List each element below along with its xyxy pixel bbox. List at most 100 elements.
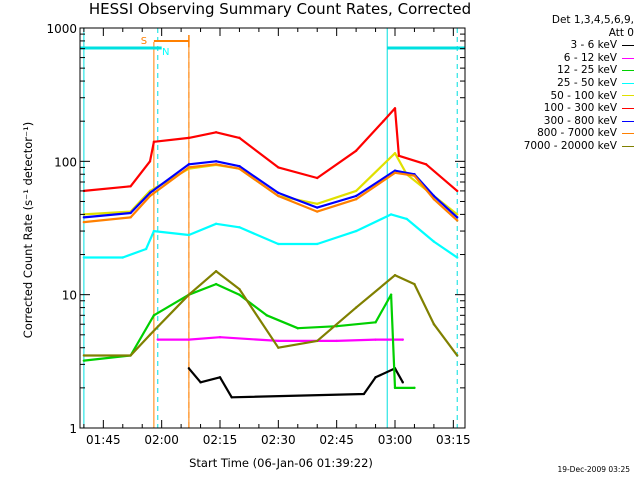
legend-label: 50 - 100 keV (550, 89, 617, 102)
data-point (82, 256, 86, 259)
legend-swatch (622, 70, 634, 72)
legend-entry: 50 - 100 keV (486, 90, 634, 103)
data-point (82, 359, 86, 362)
data-point (187, 136, 191, 140)
chart-legend: Det 1,3,4,5,6,9, Att 0 3 - 6 keV 6 - 12 k… (486, 14, 634, 153)
data-point (214, 160, 218, 163)
legend-entry: 100 - 300 keV (486, 102, 634, 115)
data-point (129, 216, 132, 219)
data-point (199, 381, 202, 384)
legend-label: 12 - 25 keV (557, 64, 617, 77)
data-point (214, 131, 218, 134)
x-tick-label: 02:30 (261, 433, 296, 447)
x-tick-label: 02:15 (203, 433, 238, 447)
data-point (187, 166, 191, 169)
data-point (316, 206, 319, 209)
data-point (238, 226, 241, 229)
data-point (456, 216, 459, 219)
legend-swatch (622, 82, 634, 84)
y-tick-label: 100 (54, 155, 77, 169)
data-point (354, 189, 358, 193)
data-point (129, 185, 132, 188)
data-point (456, 256, 459, 259)
legend-swatch (622, 120, 634, 122)
data-point (413, 386, 416, 390)
data-point (152, 314, 156, 317)
x-tick-label: 02:00 (144, 433, 179, 447)
data-point (401, 338, 404, 341)
data-point (238, 287, 241, 291)
data-point (374, 376, 377, 379)
data-point (432, 194, 436, 198)
data-point (214, 163, 218, 166)
series-line-5 (83, 107, 458, 192)
data-point (238, 293, 241, 296)
data-point (238, 136, 241, 140)
data-point (187, 367, 191, 370)
data-point (374, 321, 377, 324)
data-point (148, 194, 152, 198)
data-point (393, 107, 397, 110)
data-point (214, 282, 218, 286)
x-axis-label: Start Time (06-Jan-06 01:39:22) (189, 456, 373, 470)
legend-swatch (622, 133, 634, 135)
data-point (277, 191, 280, 195)
y-tick-label: 10 (62, 289, 77, 303)
data-point (424, 163, 428, 166)
legend-swatch (622, 107, 634, 109)
data-point (277, 166, 280, 169)
legend-entry: 3 - 6 keV (486, 39, 634, 52)
data-point (362, 392, 366, 396)
data-point (187, 338, 191, 341)
data-point (374, 338, 377, 341)
data-point (393, 152, 397, 155)
data-point (401, 381, 404, 384)
data-point (129, 354, 132, 357)
data-point (393, 169, 397, 172)
data-point (148, 191, 152, 195)
annotation-label: S (141, 36, 147, 47)
data-point (296, 327, 299, 330)
series-line-8 (83, 270, 459, 357)
data-point (277, 339, 280, 343)
data-point (148, 333, 152, 337)
y-tick-label: 1 (69, 422, 77, 436)
data-point (148, 160, 152, 163)
data-point (413, 174, 416, 177)
data-point (121, 256, 124, 259)
data-point (354, 197, 358, 201)
data-point (456, 219, 459, 222)
data-point (218, 376, 222, 379)
data-point (144, 247, 148, 251)
data-point (82, 220, 86, 224)
data-point (389, 293, 393, 296)
legend-swatch (622, 57, 634, 59)
data-point (393, 273, 397, 277)
data-point (397, 154, 401, 158)
legend-label: 100 - 300 keV (543, 102, 617, 115)
legend-label: 300 - 800 keV (543, 114, 617, 127)
data-point (432, 323, 436, 326)
data-point (413, 282, 416, 286)
series-line-1 (157, 336, 403, 342)
data-point (316, 202, 319, 206)
data-point (152, 140, 156, 144)
data-point (432, 197, 436, 201)
data-point (156, 338, 159, 341)
data-point (277, 346, 280, 349)
data-point (389, 213, 393, 216)
data-point (393, 171, 397, 175)
x-tick-label: 03:15 (436, 433, 471, 447)
data-point (238, 164, 241, 168)
x-tick-label: 02:45 (319, 433, 354, 447)
data-point (316, 339, 319, 343)
x-tick-label: 03:00 (378, 433, 413, 447)
y-tick-label: 1000 (46, 22, 77, 36)
data-point (456, 189, 459, 193)
data-point (277, 194, 280, 198)
data-point (393, 386, 397, 390)
data-point (432, 240, 436, 243)
legend-entry: 7000 - 20000 keV (486, 140, 634, 153)
legend-swatch (622, 145, 634, 147)
legend-entry: 25 - 50 keV (486, 77, 634, 90)
